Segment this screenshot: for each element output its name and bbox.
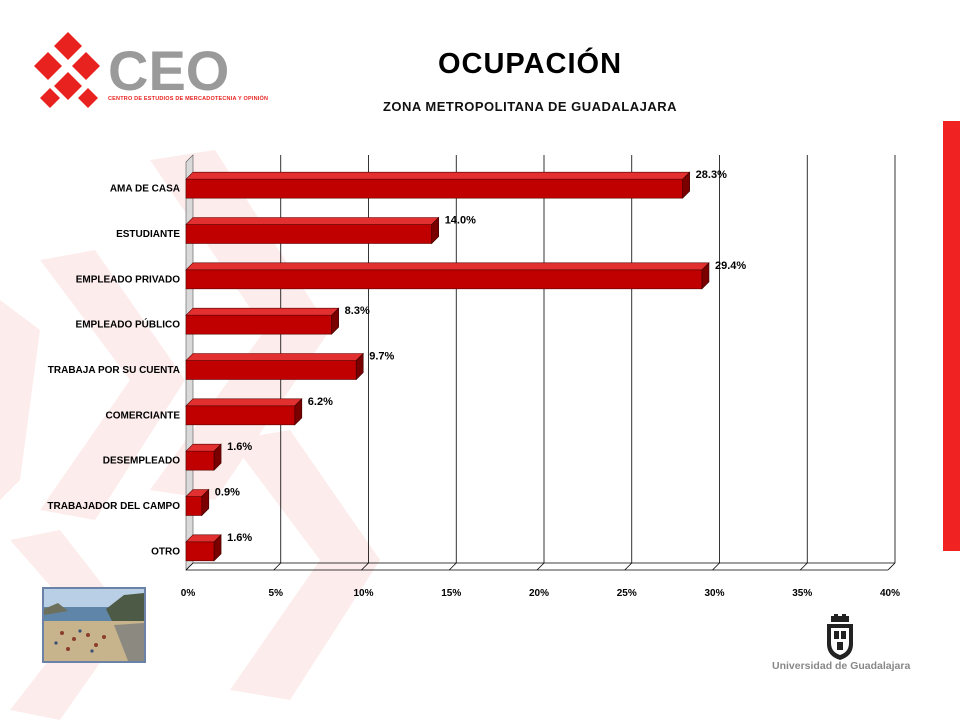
data-label: 6.2% (308, 396, 333, 408)
bar (185, 269, 703, 290)
bar-top (185, 353, 364, 361)
x-tick-label: 5% (269, 588, 284, 599)
data-label: 8.3% (345, 305, 370, 317)
category-label: ESTUDIANTE (116, 229, 180, 240)
chart-floor-tick (799, 562, 808, 571)
bar (185, 450, 215, 471)
category-label: EMPLEADO PRIVADO (76, 274, 180, 285)
x-tick-label: 15% (441, 588, 461, 599)
bar-side (431, 216, 440, 245)
bar-top (185, 262, 710, 271)
bar-top (185, 398, 303, 407)
chart-floor-tick (361, 562, 369, 571)
accent-strip (943, 121, 960, 551)
bar-side (331, 307, 339, 335)
bar (185, 360, 357, 380)
bar (185, 224, 432, 244)
data-label: 14.0% (445, 215, 476, 227)
beach-photo-image (44, 589, 144, 661)
chart-floor-tick (536, 562, 545, 571)
x-tick-label: 0% (181, 588, 196, 599)
chart-floor-tick (624, 562, 633, 571)
category-label: COMERCIANTE (106, 410, 181, 421)
data-label: 1.6% (227, 532, 252, 544)
bar (185, 178, 683, 199)
bar-side (201, 488, 210, 517)
x-tick-label: 40% (880, 588, 900, 599)
beach-photo (42, 587, 146, 663)
x-tick-label: 10% (353, 588, 373, 599)
udg-name: Universidad de Guadalajara (772, 660, 911, 672)
x-tick-label: 20% (529, 588, 549, 599)
chart-floor-tick (712, 562, 720, 571)
data-label: 9.7% (369, 351, 394, 363)
data-label: 0.9% (215, 487, 240, 499)
bar-side (701, 262, 710, 290)
ceo-logo-tagline: CENTRO DE ESTUDIOS DE MERCADOTECNIA Y OP… (108, 96, 269, 102)
category-label: OTRO (151, 546, 180, 557)
chart-bars (185, 171, 710, 562)
category-label: TRABAJADOR DEL CAMPO (47, 501, 180, 512)
data-label: 29.4% (715, 260, 746, 272)
bar-top (185, 307, 340, 316)
chart-floor-tick (448, 562, 457, 571)
bar (185, 405, 296, 426)
udg-crest (827, 614, 853, 660)
bar-side (355, 352, 364, 381)
bar (185, 541, 215, 562)
category-label: TRABAJA POR SU CUENTA (48, 365, 180, 376)
bar-top (185, 171, 691, 180)
page-title: OCUPACIÓN (437, 48, 623, 80)
chart-labels: 0% 5% 10% 15% 20% 25% 30% 35% 40% AMA DE CASA 28.3… (47, 169, 900, 599)
category-label: DESEMPLEADO (103, 456, 180, 467)
data-label: 28.3% (696, 169, 727, 181)
page-subtitle: ZONA METROPOLITANA DE GUADALAJARA (382, 99, 678, 114)
category-label: EMPLEADO PÚBLICO (76, 318, 181, 331)
x-tick-label: 30% (704, 588, 724, 599)
ceo-logo: CEO (34, 32, 229, 108)
category-label: AMA DE CASA (110, 184, 180, 195)
bar-top (185, 217, 440, 225)
x-tick-label: 25% (617, 588, 637, 599)
bar-side (213, 443, 222, 471)
ceo-logo-text: CEO (108, 39, 229, 102)
bar-side (682, 171, 690, 199)
bar-side (294, 398, 303, 426)
x-tick-label: 35% (792, 588, 812, 599)
bar (185, 314, 332, 335)
chart-floor-tick (185, 562, 194, 571)
chart-floor-tick (887, 562, 896, 571)
bar (185, 496, 203, 516)
bar-side (213, 534, 222, 562)
data-label: 1.6% (227, 441, 252, 453)
chart-floor-tick (273, 562, 282, 571)
